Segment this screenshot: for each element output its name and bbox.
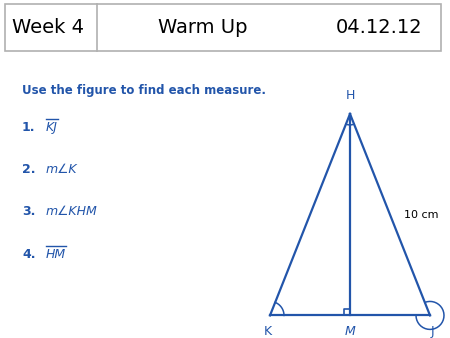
Text: KJ: KJ bbox=[46, 121, 58, 134]
Text: J: J bbox=[430, 325, 434, 338]
Text: m∠K: m∠K bbox=[46, 163, 77, 176]
Text: 10 cm: 10 cm bbox=[404, 210, 438, 220]
FancyBboxPatch shape bbox=[4, 4, 441, 51]
Text: 04.12.12: 04.12.12 bbox=[336, 18, 423, 38]
Text: Week 4: Week 4 bbox=[13, 18, 85, 38]
Text: HM: HM bbox=[46, 248, 66, 261]
Text: H: H bbox=[345, 89, 355, 102]
Text: Use the figure to find each measure.: Use the figure to find each measure. bbox=[22, 84, 266, 97]
Text: 4.: 4. bbox=[22, 248, 36, 261]
Text: 1.: 1. bbox=[22, 121, 36, 134]
Text: 3.: 3. bbox=[22, 206, 36, 218]
Text: 2.: 2. bbox=[22, 163, 36, 176]
Text: m∠KHM: m∠KHM bbox=[46, 206, 98, 218]
Text: Warm Up: Warm Up bbox=[158, 18, 248, 38]
Text: K: K bbox=[264, 325, 272, 338]
Text: M: M bbox=[345, 325, 356, 338]
